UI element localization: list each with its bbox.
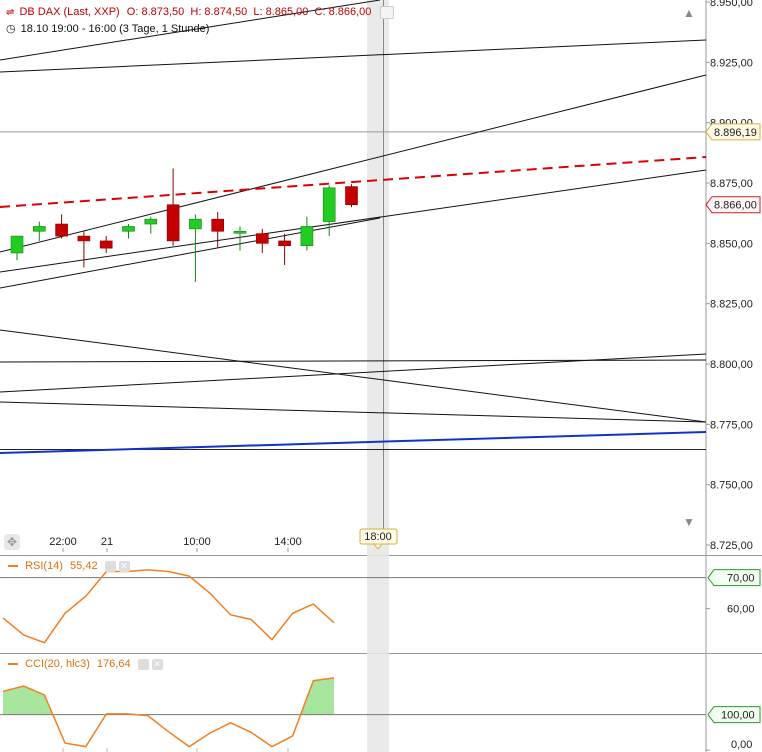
x-tick-label: 22:00 bbox=[49, 536, 77, 548]
period-row: ◷ 18.10 19:00 - 16:00 (3 Tage, 1 Stunde) bbox=[6, 22, 209, 36]
price-marker bbox=[705, 196, 761, 214]
clock-icon: ◷ bbox=[6, 23, 16, 35]
candle-body bbox=[345, 186, 358, 206]
crosshair-label-pointer bbox=[372, 543, 384, 550]
y-tick-label: 8.775,00 bbox=[710, 419, 753, 431]
candle-body bbox=[77, 235, 91, 242]
cci-tick-label: 0,00 bbox=[731, 739, 752, 751]
cci-level-marker bbox=[707, 706, 761, 724]
cci-value: 176,64 bbox=[96, 658, 131, 670]
candle-body bbox=[10, 235, 24, 254]
y-tick-label: 8.750,00 bbox=[710, 480, 753, 492]
rsi-level-label: 70,00 bbox=[727, 573, 755, 585]
candle-body bbox=[322, 187, 336, 222]
y-tick-label: 8.725,00 bbox=[710, 540, 753, 552]
x-tick-label: 10:00 bbox=[183, 536, 211, 548]
price-marker-label: 8.866,00 bbox=[714, 200, 757, 212]
y-tick-label: 8.850,00 bbox=[710, 238, 753, 250]
crosshair-band bbox=[367, 0, 389, 752]
cci-line bbox=[2, 677, 335, 748]
rsi-header: RSI(14) 55,42 ✕ bbox=[8, 559, 130, 573]
price-marker-label: 8.896,19 bbox=[714, 127, 757, 139]
rsi-tick-label: 60,00 bbox=[727, 604, 755, 616]
rsi-swatch bbox=[8, 565, 18, 568]
crosshair-label: 18:00 bbox=[364, 531, 392, 543]
candle-body bbox=[233, 230, 247, 234]
header-options-icon[interactable] bbox=[380, 5, 395, 19]
candle-body bbox=[99, 240, 113, 249]
rsi-value: 55,42 bbox=[70, 560, 98, 572]
scroll-up-icon[interactable]: ▲ bbox=[683, 6, 695, 20]
trend-line bbox=[0, 217, 381, 289]
trend-line bbox=[0, 353, 707, 393]
trend-line bbox=[0, 401, 707, 423]
trend-line bbox=[0, 39, 707, 73]
rsi-line bbox=[2, 569, 335, 644]
y-tick-label: 8.825,00 bbox=[710, 299, 753, 311]
x-tick-label: 21 bbox=[101, 536, 113, 548]
candle-body bbox=[189, 218, 202, 230]
cci-close-icon[interactable]: ✕ bbox=[151, 658, 163, 670]
cci-swatch bbox=[8, 663, 18, 666]
instrument-icon[interactable]: ⇌ bbox=[6, 7, 15, 18]
rsi-level-marker bbox=[707, 569, 761, 587]
cci-header: CCI(20, hlc3) 176,64 ✕ bbox=[8, 657, 163, 671]
period-label: 18.10 19:00 - 16:00 (3 Tage, 1 Stunde) bbox=[20, 23, 210, 35]
ohlc-values: O: 8.873,50 H: 8.874,50 L: 8.865,00 C: 8… bbox=[126, 6, 372, 18]
instrument-label[interactable]: DB DAX (Last, XXP) bbox=[19, 6, 120, 18]
trend-line bbox=[0, 329, 707, 423]
price-marker bbox=[705, 123, 761, 141]
zoom-icon[interactable]: ✥ bbox=[4, 534, 20, 550]
candle-body bbox=[255, 233, 269, 244]
candle-body bbox=[144, 218, 158, 225]
cci-level-label: 100,00 bbox=[721, 710, 755, 722]
trend-line bbox=[0, 0, 381, 61]
rsi-close-icon[interactable]: ✕ bbox=[118, 560, 130, 572]
y-tick-label: 8.800,00 bbox=[710, 359, 753, 371]
candle-body bbox=[55, 223, 68, 237]
y-tick-label: 8.875,00 bbox=[710, 178, 753, 190]
trend-line bbox=[0, 74, 707, 253]
x-tick-label: 14:00 bbox=[274, 536, 302, 548]
rsi-title[interactable]: RSI(14) bbox=[25, 560, 63, 572]
candle-body bbox=[278, 240, 291, 247]
y-tick-label: 8.950,00 bbox=[710, 0, 753, 9]
cci-title[interactable]: CCI(20, hlc3) bbox=[25, 658, 90, 670]
cci-settings-icon[interactable] bbox=[137, 658, 149, 670]
trend-line bbox=[0, 169, 707, 273]
candle-body bbox=[166, 204, 180, 242]
candle-body bbox=[211, 218, 224, 232]
cci-fill-area bbox=[3, 686, 53, 715]
candle-body bbox=[32, 226, 46, 232]
candle-body bbox=[122, 226, 135, 232]
scroll-down-icon[interactable]: ▼ bbox=[683, 515, 695, 529]
rsi-settings-icon[interactable] bbox=[104, 560, 116, 572]
cci-fill-area bbox=[300, 677, 334, 715]
chart-header: ⇌ DB DAX (Last, XXP) O: 8.873,50 H: 8.87… bbox=[6, 5, 395, 20]
candle-body bbox=[300, 226, 314, 247]
trend-line-red-dashed bbox=[0, 156, 707, 208]
trend-line-blue bbox=[0, 431, 707, 454]
y-tick-label: 8.925,00 bbox=[710, 57, 753, 69]
